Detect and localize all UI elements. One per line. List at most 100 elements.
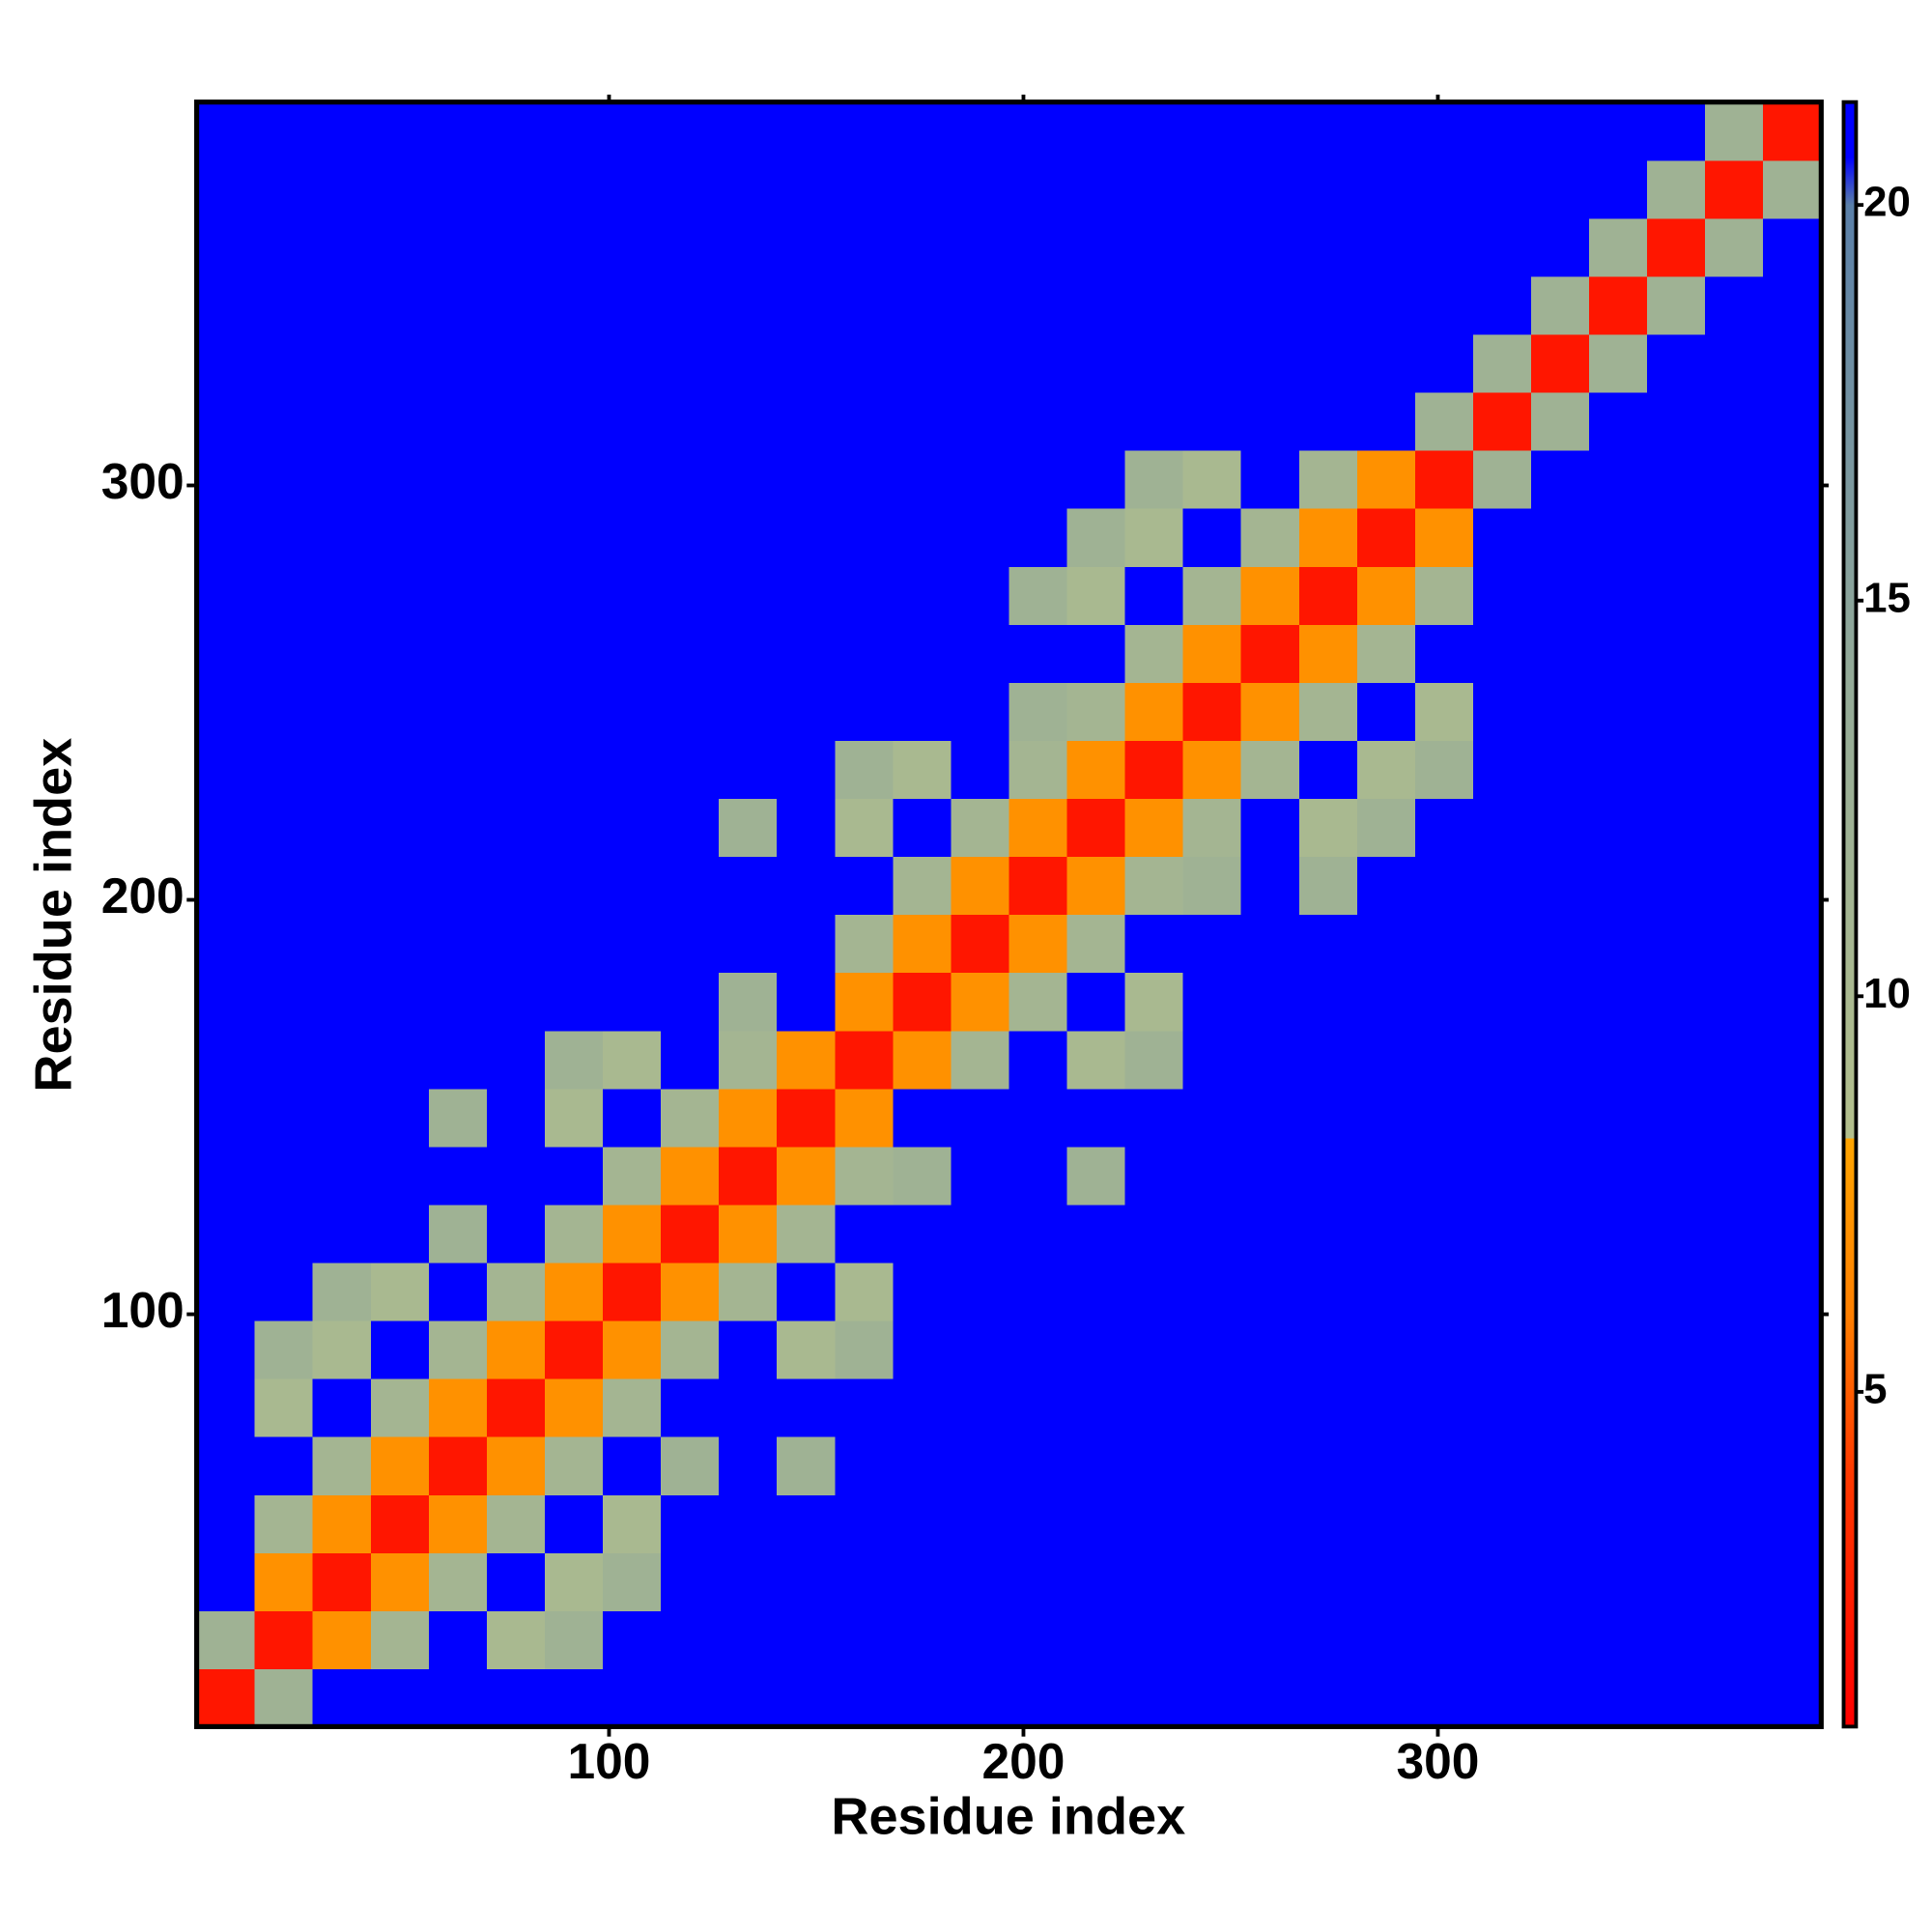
heatmap-cell [254, 856, 314, 916]
heatmap-cell [777, 1146, 836, 1206]
heatmap-cell [370, 159, 430, 219]
heatmap-cell [835, 682, 894, 741]
heatmap-cell [544, 856, 604, 916]
heatmap-cell [1182, 159, 1242, 219]
heatmap-cell [486, 1204, 546, 1264]
heatmap-cell [1472, 1030, 1532, 1090]
heatmap-cell [1414, 1320, 1474, 1379]
heatmap-cell [196, 391, 256, 451]
heatmap-cell [893, 1204, 952, 1264]
x-axis-label: Residue index [831, 1787, 1185, 1845]
heatmap-cell [1705, 217, 1764, 277]
heatmap-cell [951, 740, 1010, 800]
heatmap-cell [1240, 159, 1300, 219]
heatmap-cell [1472, 914, 1532, 974]
heatmap-cell [951, 1378, 1010, 1437]
heatmap-cell [1414, 1494, 1474, 1553]
heatmap-cell [835, 1378, 894, 1437]
heatmap-cell [1531, 1030, 1590, 1090]
heatmap-cell [1472, 508, 1532, 567]
heatmap-cell [777, 1494, 836, 1553]
heatmap-cell [835, 798, 894, 858]
heatmap-cell [1124, 1668, 1184, 1728]
heatmap-cell [603, 450, 662, 509]
heatmap-cell [196, 333, 256, 393]
heatmap-cell [835, 1436, 894, 1495]
heatmap-cell [1531, 856, 1590, 916]
heatmap-cell [603, 740, 662, 800]
heatmap-cell [1356, 101, 1416, 161]
heatmap-cell [603, 856, 662, 916]
heatmap-cell [1124, 1378, 1184, 1437]
heatmap-cell [544, 333, 604, 393]
heatmap-cell [1647, 1378, 1706, 1437]
heatmap-cell [196, 1262, 256, 1321]
colorbar [1841, 99, 1859, 1729]
heatmap-cell [1009, 624, 1068, 683]
heatmap-cell [544, 159, 604, 219]
heatmap-cell [370, 1436, 430, 1495]
heatmap-cell [486, 1610, 546, 1669]
heatmap-cell [1009, 1494, 1068, 1553]
heatmap-cell [1647, 275, 1706, 335]
heatmap-cell [370, 914, 430, 974]
heatmap-cell [1182, 391, 1242, 451]
heatmap-cell [486, 101, 546, 161]
heatmap-cell [1298, 101, 1358, 161]
heatmap-cell [777, 798, 836, 858]
heatmap-cell [1472, 972, 1532, 1032]
heatmap-cell [1472, 740, 1532, 800]
heatmap-cell [1066, 159, 1126, 219]
heatmap-cell [196, 740, 256, 800]
heatmap-cell [1009, 856, 1068, 916]
heatmap-cell [1240, 856, 1300, 916]
heatmap-cell [312, 1436, 372, 1495]
heatmap-cell [1240, 972, 1300, 1032]
heatmap-cell [1124, 1262, 1184, 1321]
heatmap-cell [1705, 798, 1764, 858]
heatmap-cell [544, 1320, 604, 1379]
heatmap-cell [777, 1088, 836, 1148]
heatmap-cell [661, 217, 720, 277]
heatmap-cell [893, 1320, 952, 1379]
heatmap-cell [544, 972, 604, 1032]
heatmap-cell [196, 450, 256, 509]
heatmap-cell [486, 1320, 546, 1379]
heatmap-cell [603, 1378, 662, 1437]
heatmap-cell [1763, 159, 1822, 219]
heatmap-cell [486, 1030, 546, 1090]
heatmap-cell [254, 1552, 314, 1611]
heatmap-cell [254, 566, 314, 625]
heatmap-cell [1124, 508, 1184, 567]
heatmap-cell [1240, 1610, 1300, 1669]
heatmap-cell [893, 1030, 952, 1090]
heatmap-cell [661, 1146, 720, 1206]
heatmap-cell [777, 508, 836, 567]
heatmap-cell [1531, 391, 1590, 451]
heatmap-cell [1472, 391, 1532, 451]
heatmap-cell [1414, 1668, 1474, 1728]
heatmap-cell [544, 101, 604, 161]
heatmap-cell [1763, 972, 1822, 1032]
heatmap-cell [428, 1610, 488, 1669]
heatmap-cell [1009, 391, 1068, 451]
heatmap-cell [370, 566, 430, 625]
heatmap-cell [893, 159, 952, 219]
heatmap-cell [893, 1610, 952, 1669]
heatmap-cell [1182, 1610, 1242, 1669]
heatmap-cell [254, 740, 314, 800]
heatmap-cell [1356, 1204, 1416, 1264]
heatmap-cell [196, 914, 256, 974]
heatmap-cell [486, 1668, 546, 1728]
heatmap-cell [1356, 1552, 1416, 1611]
heatmap-cell [1763, 1494, 1822, 1553]
heatmap-cell [196, 798, 256, 858]
heatmap-cell [1589, 217, 1648, 277]
heatmap-cell [1298, 217, 1358, 277]
heatmap-cell [1705, 856, 1764, 916]
heatmap-cell [1356, 798, 1416, 858]
heatmap-cell [1647, 1320, 1706, 1379]
heatmap-cell [1589, 1262, 1648, 1321]
heatmap-cell [1705, 972, 1764, 1032]
heatmap-cell [254, 159, 314, 219]
